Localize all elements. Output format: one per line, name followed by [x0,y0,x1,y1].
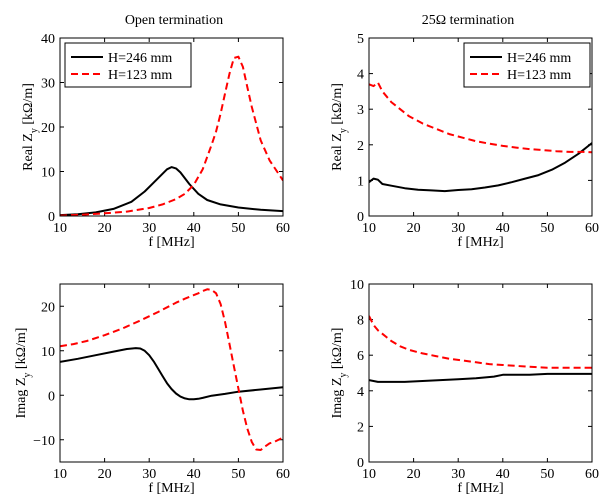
y-tick-label: −10 [33,434,55,449]
series-line-h246 [369,374,592,382]
x-tick-label: 50 [540,467,554,482]
x-tick-label: 40 [187,221,201,236]
y-axis-label: Imag Zy [kΩ/m] [330,328,349,419]
x-tick-label: 20 [407,467,421,482]
x-axis-label: f [MHz] [148,235,194,250]
y-tick-label: 2 [357,420,364,435]
legend-label: H=123 mm [108,68,172,83]
y-axis-label: Real Zy [kΩ/m] [330,83,349,171]
x-tick-label: 40 [187,467,201,482]
x-tick-label: 40 [496,467,510,482]
y-tick-label: 3 [357,103,364,118]
legend: H=246 mm H=123 mm [65,43,191,87]
y-tick-label: 6 [357,349,364,364]
y-tick-label: 20 [41,121,55,136]
x-tick-label: 10 [53,467,67,482]
x-tick-label: 10 [362,467,376,482]
x-tick-label: 30 [451,467,465,482]
plot-panel-1: 10 20 30 40 50 60 0 1 2 3 4 5 f [MHz] Real Zy [kΩ/m] H… [330,32,599,250]
y-tick-label: 40 [41,32,55,47]
x-tick-label: 50 [540,221,554,236]
series-line-h246 [60,167,283,215]
x-tick-label: 50 [231,467,245,482]
x-axis-label: f [MHz] [457,235,503,250]
plot-panel-2: 10 20 30 40 50 60 −10 0 10 20 f [MHz] Imag Zy [kΩ/m… [14,284,290,496]
series-line-h123 [60,289,283,450]
y-tick-label: 0 [357,210,364,225]
legend-label: H=246 mm [507,51,571,66]
legend: H=246 mm H=123 mm [464,43,590,87]
series-line-h246 [60,348,283,399]
legend-label: H=246 mm [108,51,172,66]
y-axis-label: Real Zy [kΩ/m] [21,83,40,171]
y-tick-label: 10 [41,166,55,181]
y-tick-label: 0 [48,210,55,225]
x-tick-label: 20 [407,221,421,236]
y-tick-label: 4 [357,68,364,83]
x-tick-label: 60 [276,467,290,482]
x-tick-label: 50 [231,221,245,236]
x-tick-label: 60 [276,221,290,236]
y-tick-label: 8 [357,314,364,329]
x-axis-label: f [MHz] [457,481,503,496]
y-tick-label: 0 [357,456,364,471]
x-tick-label: 60 [585,221,599,236]
x-axis-label: f [MHz] [148,481,194,496]
y-tick-label: 10 [350,278,364,293]
y-tick-label: 20 [41,300,55,315]
y-tick-label: 10 [41,345,55,360]
y-tick-label: 5 [357,32,364,47]
y-tick-label: 0 [48,389,55,404]
x-tick-label: 20 [98,221,112,236]
plot-panel-3: 10 20 30 40 50 60 0 2 4 6 8 10 f [MHz] Imag Zy [kΩ/m] [330,278,599,496]
x-tick-label: 30 [142,221,156,236]
x-tick-label: 40 [496,221,510,236]
x-tick-label: 30 [451,221,465,236]
panel-title-open: Open termination [125,13,223,28]
y-tick-label: 4 [357,385,364,400]
legend-label: H=123 mm [507,68,571,83]
series-line-h123 [369,83,592,153]
x-tick-label: 30 [142,467,156,482]
y-tick-label: 2 [357,139,364,154]
x-tick-label: 10 [53,221,67,236]
panel-title-25ohm: 25Ω termination [422,13,514,28]
y-axis-label: Imag Zy [kΩ/m] [14,328,33,419]
panel-25ohm-real: 25Ω termination [422,13,514,28]
series-line-h246 [369,143,592,191]
panel-open-real: Open termination [125,13,223,28]
y-tick-label: 1 [357,174,364,189]
x-tick-label: 20 [98,467,112,482]
x-tick-label: 60 [585,467,599,482]
y-tick-label: 30 [41,77,55,92]
series-line-h123 [369,316,592,368]
x-tick-label: 10 [362,221,376,236]
